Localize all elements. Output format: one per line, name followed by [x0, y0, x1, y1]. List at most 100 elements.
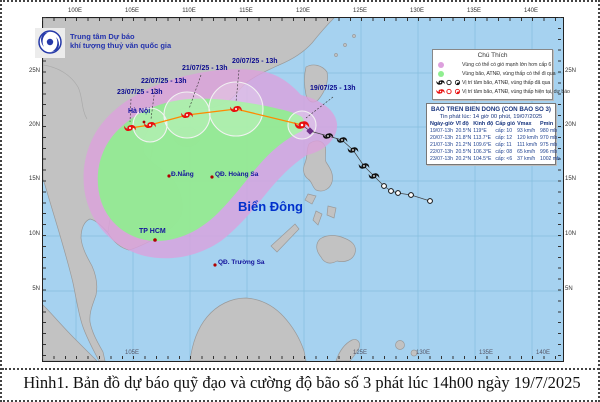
axis-ticks-right: [558, 17, 561, 360]
cell: 111 km/h: [517, 141, 538, 148]
legend-item-label: Vị trí tâm bão, ATNĐ, vùng thấp hiện tại…: [462, 88, 570, 95]
axis-label-lon: 110E: [182, 8, 196, 14]
cell: 37 km/h: [517, 155, 536, 162]
legend-item-label: Vùng có thể có gió mạnh lớn hơn cấp 6: [462, 61, 552, 68]
cell: 93 km/h: [517, 127, 536, 134]
axis-label-lon: 115E: [239, 8, 253, 14]
table-row: 19/07-13h 20.5°N 119°E cấp: 10 93 km/h 9…: [429, 127, 561, 134]
axis-label-lat: 10N: [28, 231, 40, 237]
legend-title: Chú Thích: [477, 52, 508, 59]
past-position-icons: [306, 127, 433, 204]
table-row: 22/07-13h 20.5°N 106.3°E cấp: 08 65 km/h…: [429, 148, 561, 155]
axis-label-lon: 135E: [466, 8, 481, 14]
track-date-label: 23/07/25 - 13h: [117, 89, 163, 96]
track-date-label: 22/07/25 - 13h: [141, 78, 187, 85]
label-connectors: [129, 69, 334, 123]
cell: 120 km/h: [517, 134, 539, 141]
agency-logo: Trung tâm Dự báo khí tượng thuỷ văn quốc…: [35, 28, 195, 60]
axis-label-lon-bottom: 125E: [352, 350, 367, 356]
axis-label-lon-bottom: 135E: [478, 350, 493, 356]
axis-label-lon-bottom: 105E: [124, 350, 139, 356]
agency-name-line2: khí tượng thuỷ văn quốc gia: [70, 41, 172, 50]
logo-emblem-icon: [35, 28, 65, 58]
axis-label-lon: 100E: [67, 8, 82, 14]
cell: 109.6°E: [473, 141, 492, 148]
cell: 113.7°E: [473, 134, 492, 141]
axis-label-lon-bottom: 130E: [415, 350, 430, 356]
cell: 106.3°E: [473, 148, 492, 155]
axis-label-lat: 10N: [565, 231, 577, 237]
legend-item: Vị trí tâm bão, ATNĐ, vùng thấp hiện tại…: [436, 87, 570, 96]
storm-pass-area: [97, 98, 305, 241]
current-symbols-icon: [436, 88, 461, 95]
bulletin-issued-time: Tin phát lúc: 14 giờ 00 phút, 19/07/2025: [439, 114, 543, 120]
column-header: Ngày-giờ: [430, 121, 454, 127]
axis-label-lat: 15N: [28, 176, 40, 182]
axis-label-lat: 15N: [565, 176, 577, 182]
table-row: 23/07-13h 20.2°N 104.5°E cấp: <6 37 km/h…: [429, 155, 561, 162]
axis-label-lon: 125E: [352, 8, 367, 14]
axis-label-lat: 20N: [28, 122, 40, 128]
cell: cấp: 10: [495, 127, 513, 134]
cell: cấp: 08: [495, 148, 513, 155]
cell: 119°E: [473, 127, 487, 134]
table-header-row: Ngày-giờ Vĩ độ Kinh độ Cấp gió Vmax Pmin: [429, 121, 561, 127]
column-header: Kinh độ: [473, 121, 494, 127]
legend-box: Chú Thích Vùng có thể có gió mạnh lớn hơ…: [432, 49, 570, 100]
place-label-hoangsa: QĐ. Hoàng Sa: [215, 171, 259, 178]
figure-caption: Hình1. Bản đồ dự báo quỹ đạo và cường độ…: [23, 373, 581, 392]
cell: 970 mb: [540, 134, 558, 141]
cell: 104.5°E: [473, 155, 492, 162]
legend-item: Vùng có thể có gió mạnh lớn hơn cấp 6: [436, 60, 552, 69]
axis-label-lon: 120E: [295, 8, 310, 14]
cell: 19/07-13h: [430, 127, 453, 134]
cell: 20.5°N: [455, 127, 472, 134]
cell: 21.2°N: [455, 141, 472, 148]
table-row: 21/07-13h 21.2°N 109.6°E cấp: 11 111 km/…: [429, 141, 561, 148]
place-label-danang: Đ.Nẵng: [171, 171, 194, 178]
axis-label-lat: 5N: [565, 286, 573, 292]
past-symbols-icon: [436, 79, 461, 86]
table-row: 20/07-13h 21.8°N 113.7°E cấp: 12 120 km/…: [429, 134, 561, 141]
cell: 996 mb: [540, 148, 558, 155]
column-header: Vĩ độ: [455, 121, 469, 127]
axis-label-lon: 130E: [409, 8, 424, 14]
column-header: Vmax: [517, 121, 532, 127]
axis-ticks-left: [43, 17, 46, 360]
axis-ticks-bottom: [42, 356, 562, 359]
track-date-label: 19/07/25 - 13h: [310, 85, 356, 92]
bulletin-title: BAO TREN BIEN DONG (CON BAO SO 3): [431, 106, 551, 113]
legend-item-label: Vùng bão, ATNĐ, vùng thấp có thể đi qua: [462, 70, 556, 77]
axis-ticks-top: [42, 18, 562, 21]
cell: 20.5°N: [455, 148, 472, 155]
axis-label-lat: 25N: [28, 68, 40, 74]
cell: cấp: 11: [495, 141, 512, 148]
caption-separator: [2, 368, 598, 370]
column-header: Cấp gió: [495, 121, 516, 127]
cell: 22/07-13h: [430, 148, 453, 155]
axis-label-lat: 20N: [565, 122, 577, 128]
place-label-hanoi: Hà Nội: [128, 108, 151, 115]
agency-name-line1: Trung tâm Dự báo: [70, 32, 135, 41]
sea-label-bien-dong: Biển Đông: [238, 199, 303, 214]
track-date-label: 21/07/25 - 13h: [182, 65, 228, 72]
bulletin-box: BAO TREN BIEN DONG (CON BAO SO 3) Tin ph…: [426, 103, 560, 165]
legend-item: Vị trí tâm bão, ATNĐ, vùng thấp đã qua: [436, 78, 550, 87]
city-markers: [142, 120, 217, 267]
bulletin-table: Ngày-giờ Vĩ độ Kinh độ Cấp gió Vmax Pmin…: [429, 121, 561, 162]
recent-position-marker: [306, 127, 314, 135]
green-area-swatch: [438, 70, 444, 77]
legend-item: Vùng bão, ATNĐ, vùng thấp có thể đi qua: [436, 69, 556, 78]
cell: 20/07-13h: [430, 134, 453, 141]
place-label-hcm: TP HCM: [139, 228, 166, 235]
cell: 21.8°N: [455, 134, 472, 141]
column-header: Pmin: [540, 121, 554, 127]
cell: 21/07-13h: [430, 141, 453, 148]
cell: 23/07-13h: [430, 155, 453, 162]
axis-label-lat: 25N: [565, 68, 577, 74]
cell: 1002 mb: [540, 155, 560, 162]
track-date-label: 20/07/25 - 13h: [232, 58, 278, 65]
cell: 20.2°N: [455, 155, 472, 162]
cell: 65 km/h: [517, 148, 536, 155]
